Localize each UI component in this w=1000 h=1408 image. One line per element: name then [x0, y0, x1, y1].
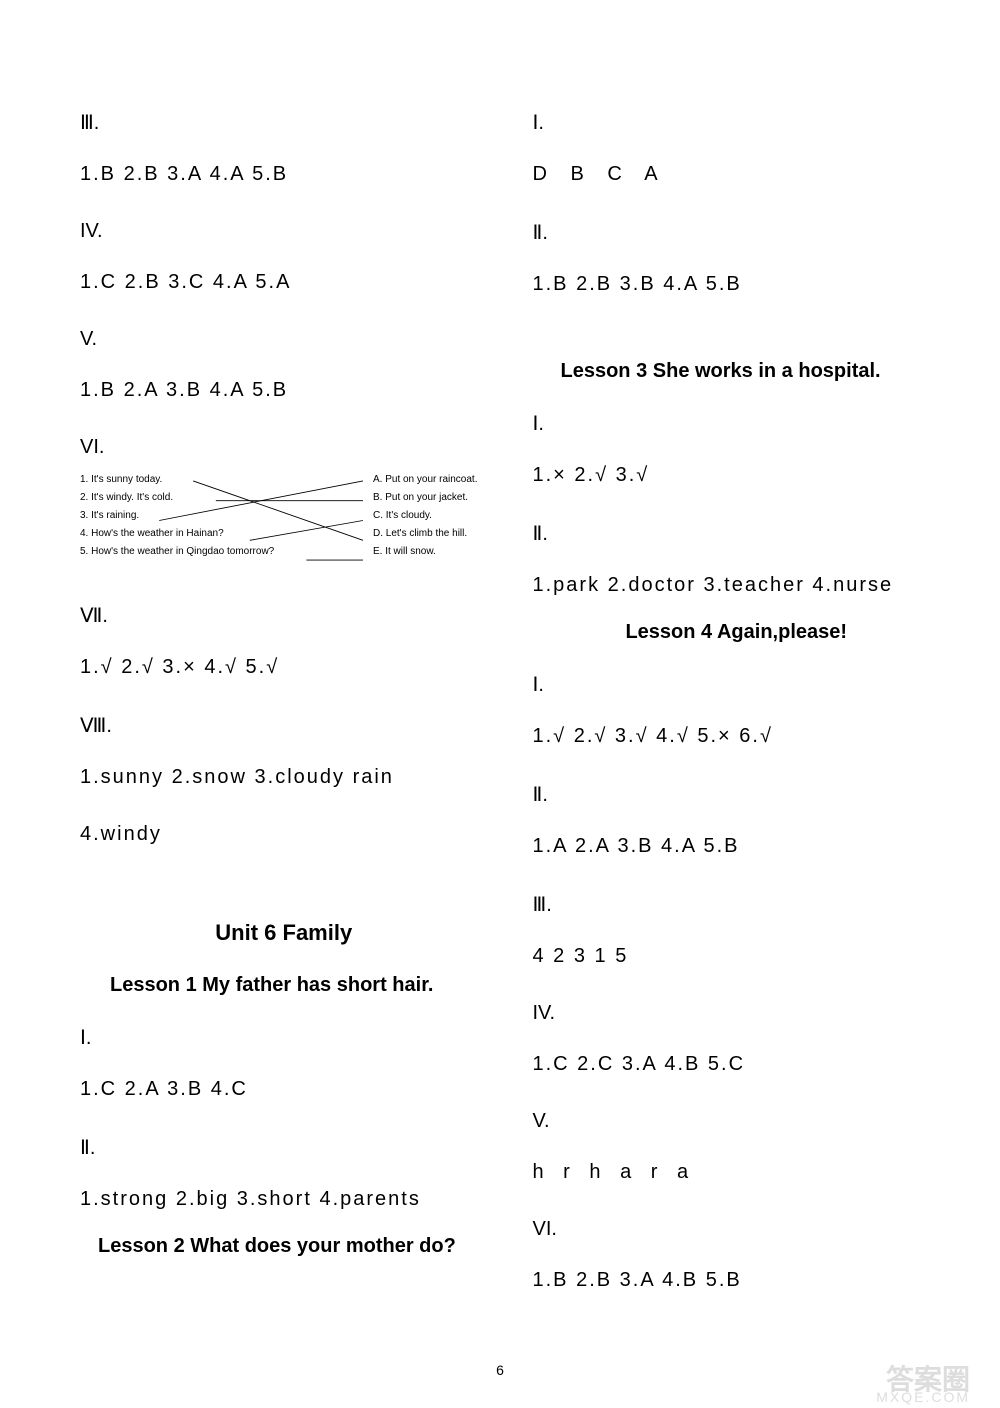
answer-line: D B C A [533, 163, 941, 186]
answer-line: 1.C 2.A 3.B 4.C [80, 1078, 488, 1101]
section-label: Ⅰ. [80, 1025, 488, 1050]
section-label: Ⅲ. [80, 110, 488, 135]
matching-lines-svg [80, 471, 488, 581]
answer-line: 1.park 2.doctor 3.teacher 4.nurse [533, 574, 941, 597]
lesson-header: Lesson 3 She works in a hospital. [533, 360, 941, 383]
answer-line: h r h a r a [533, 1161, 941, 1184]
answer-line: 4.windy [80, 823, 488, 846]
answer-line: 1.√ 2.√ 3.√ 4.√ 5.× 6.√ [533, 725, 941, 748]
section-label: Ⅲ. [533, 892, 941, 917]
left-column: Ⅲ. 1.B 2.B 3.A 4.A 5.B IV. 1.C 2.B 3.C 4… [80, 110, 518, 1326]
answer-line: 1.A 2.A 3.B 4.A 5.B [533, 835, 941, 858]
section-label: VI. [80, 436, 488, 459]
section-label: VI. [533, 1218, 941, 1241]
section-label: Ⅱ. [533, 782, 941, 807]
section-label: Ⅰ. [533, 411, 941, 436]
section-label: Ⅰ. [533, 672, 941, 697]
answer-line: 4 2 3 1 5 [533, 945, 941, 968]
section-label: Ⅶ. [80, 603, 488, 628]
answer-line: 1.B 2.A 3.B 4.A 5.B [80, 379, 488, 402]
answer-line: 1.C 2.C 3.A 4.B 5.C [533, 1053, 941, 1076]
section-label: V. [80, 328, 488, 351]
unit-header: Unit 6 Family [80, 920, 488, 946]
section-label: Ⅰ. [533, 110, 941, 135]
section-label: Ⅱ. [80, 1135, 488, 1160]
section-label: Ⅱ. [533, 220, 941, 245]
section-label: Ⅱ. [533, 521, 941, 546]
section-label: V. [533, 1110, 941, 1133]
right-column: Ⅰ. D B C A Ⅱ. 1.B 2.B 3.B 4.A 5.B Lesson… [518, 110, 941, 1326]
watermark-url: MXQE.COM [876, 1389, 970, 1405]
lesson-header: Lesson 4 Again,please! [533, 621, 941, 644]
answer-line: 1.sunny 2.snow 3.cloudy rain [80, 766, 488, 789]
page-container: Ⅲ. 1.B 2.B 3.A 4.A 5.B IV. 1.C 2.B 3.C 4… [0, 0, 1000, 1366]
answer-line: 1.B 2.B 3.A 4.A 5.B [80, 163, 488, 186]
matching-exercise: 1. It's sunny today. 2. It's windy. It's… [80, 471, 488, 581]
answer-line: 1.B 2.B 3.B 4.A 5.B [533, 273, 941, 296]
section-label: Ⅷ. [80, 713, 488, 738]
answer-line: 1.C 2.B 3.C 4.A 5.A [80, 271, 488, 294]
section-label: IV. [80, 220, 488, 243]
lesson-header: Lesson 1 My father has short hair. [80, 974, 488, 997]
answer-line: 1.B 2.B 3.A 4.B 5.B [533, 1269, 941, 1292]
answer-line: 1.strong 2.big 3.short 4.parents [80, 1188, 488, 1211]
answer-line: 1.√ 2.√ 3.× 4.√ 5.√ [80, 656, 488, 679]
lesson-header: Lesson 2 What does your mother do? [80, 1235, 488, 1258]
answer-line: 1.× 2.√ 3.√ [533, 464, 941, 487]
section-label: IV. [533, 1002, 941, 1025]
page-number: 6 [496, 1362, 504, 1378]
